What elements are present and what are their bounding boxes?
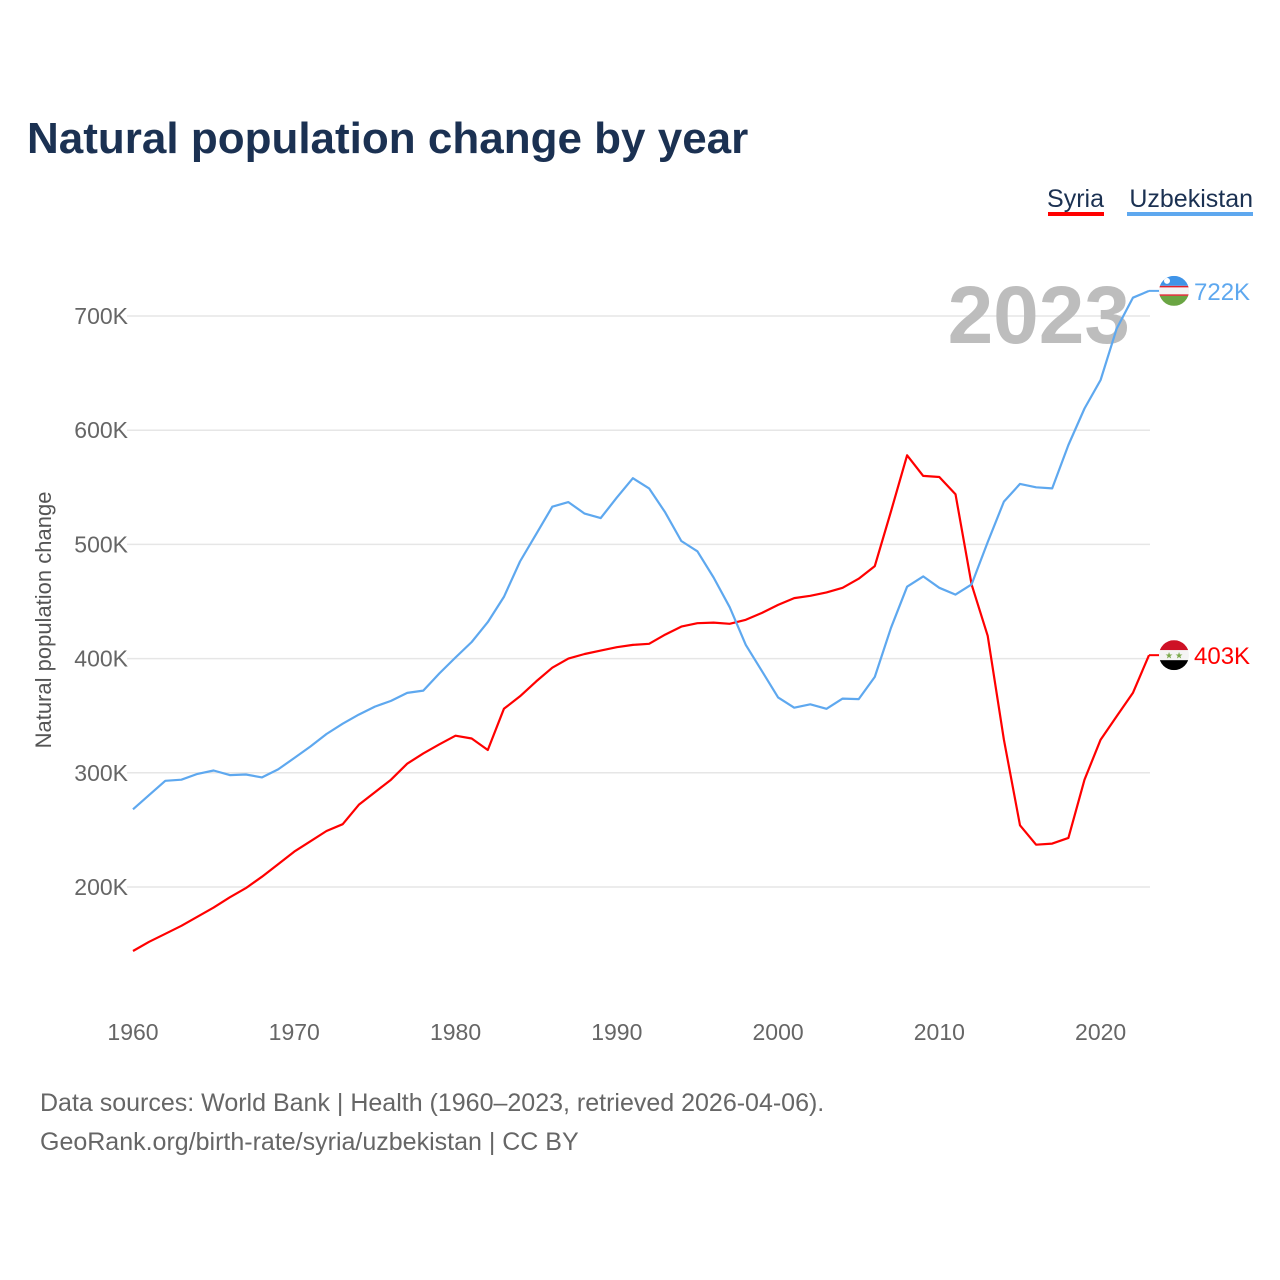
legend-label-uzbekistan: Uzbekistan xyxy=(1129,185,1253,213)
legend-item-syria[interactable]: Syria xyxy=(1047,185,1104,216)
x-tick-label: 1980 xyxy=(430,1019,481,1045)
y-axis-ticks: 200K 300K 400K 500K 600K 700K xyxy=(74,303,128,900)
x-tick-label: 2020 xyxy=(1075,1019,1126,1045)
series-lines xyxy=(132,289,1151,952)
end-value-label-syria: 403K xyxy=(1194,643,1250,670)
y-tick-label: 700K xyxy=(74,303,128,329)
x-tick-label: 1960 xyxy=(107,1019,158,1045)
x-tick-label: 2000 xyxy=(752,1019,803,1045)
x-tick-label: 1990 xyxy=(591,1019,642,1045)
current-year-watermark: 2023 xyxy=(948,270,1130,361)
y-tick-label: 400K xyxy=(74,646,128,672)
footer-attribution[interactable]: GeoRank.org/birth-rate/syria/uzbekistan … xyxy=(40,1128,579,1156)
syria-flag-icon: ★ ★ xyxy=(1159,640,1189,671)
legend-item-uzbekistan[interactable]: Uzbekistan xyxy=(1127,185,1253,216)
uzbekistan-flag-icon xyxy=(1159,275,1189,306)
svg-text:★: ★ xyxy=(1165,651,1173,661)
y-tick-label: 300K xyxy=(74,760,128,786)
svg-text:★: ★ xyxy=(1175,651,1183,661)
y-tick-label: 600K xyxy=(74,417,128,443)
legend-swatch-uzbekistan xyxy=(1127,212,1253,216)
x-tick-label: 2010 xyxy=(914,1019,965,1045)
x-axis-ticks: 1960 1970 1980 1990 2000 2010 2020 xyxy=(107,1019,1126,1045)
y-tick-label: 500K xyxy=(74,531,128,557)
footer-sources: Data sources: World Bank | Health (1960–… xyxy=(40,1089,824,1117)
legend-label-syria: Syria xyxy=(1047,185,1104,213)
y-tick-label: 200K xyxy=(74,874,128,900)
end-value-label-uzbekistan: 722K xyxy=(1194,279,1250,306)
legend-swatch-syria xyxy=(1048,212,1104,216)
y-axis-label: Natural population change xyxy=(31,492,56,749)
chart-title: Natural population change by year xyxy=(27,114,748,163)
series-line-syria xyxy=(132,454,1151,952)
gridlines xyxy=(127,315,1150,888)
x-tick-label: 1970 xyxy=(269,1019,320,1045)
series-line-uzbekistan xyxy=(132,289,1150,811)
legend: Syria Uzbekistan xyxy=(1047,185,1253,216)
